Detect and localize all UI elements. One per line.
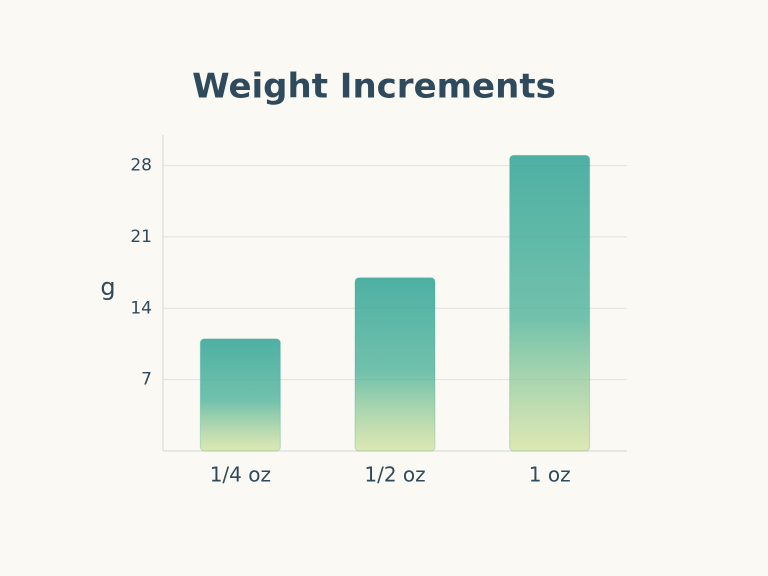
y-tick-label: 28 — [130, 156, 152, 176]
chart-title: Weight Increments — [192, 67, 556, 107]
bar — [354, 277, 436, 452]
bar — [509, 154, 591, 452]
y-tick-label: 14 — [130, 298, 152, 318]
x-tick-label: 1 oz — [529, 463, 571, 487]
x-tick-label: 1/2 oz — [364, 463, 425, 487]
x-tick-label: 1/4 oz — [210, 463, 271, 487]
y-tick-label: 7 — [141, 370, 152, 390]
bar — [199, 338, 281, 452]
y-axis-label: g — [100, 273, 115, 301]
y-tick-label: 21 — [130, 227, 152, 247]
